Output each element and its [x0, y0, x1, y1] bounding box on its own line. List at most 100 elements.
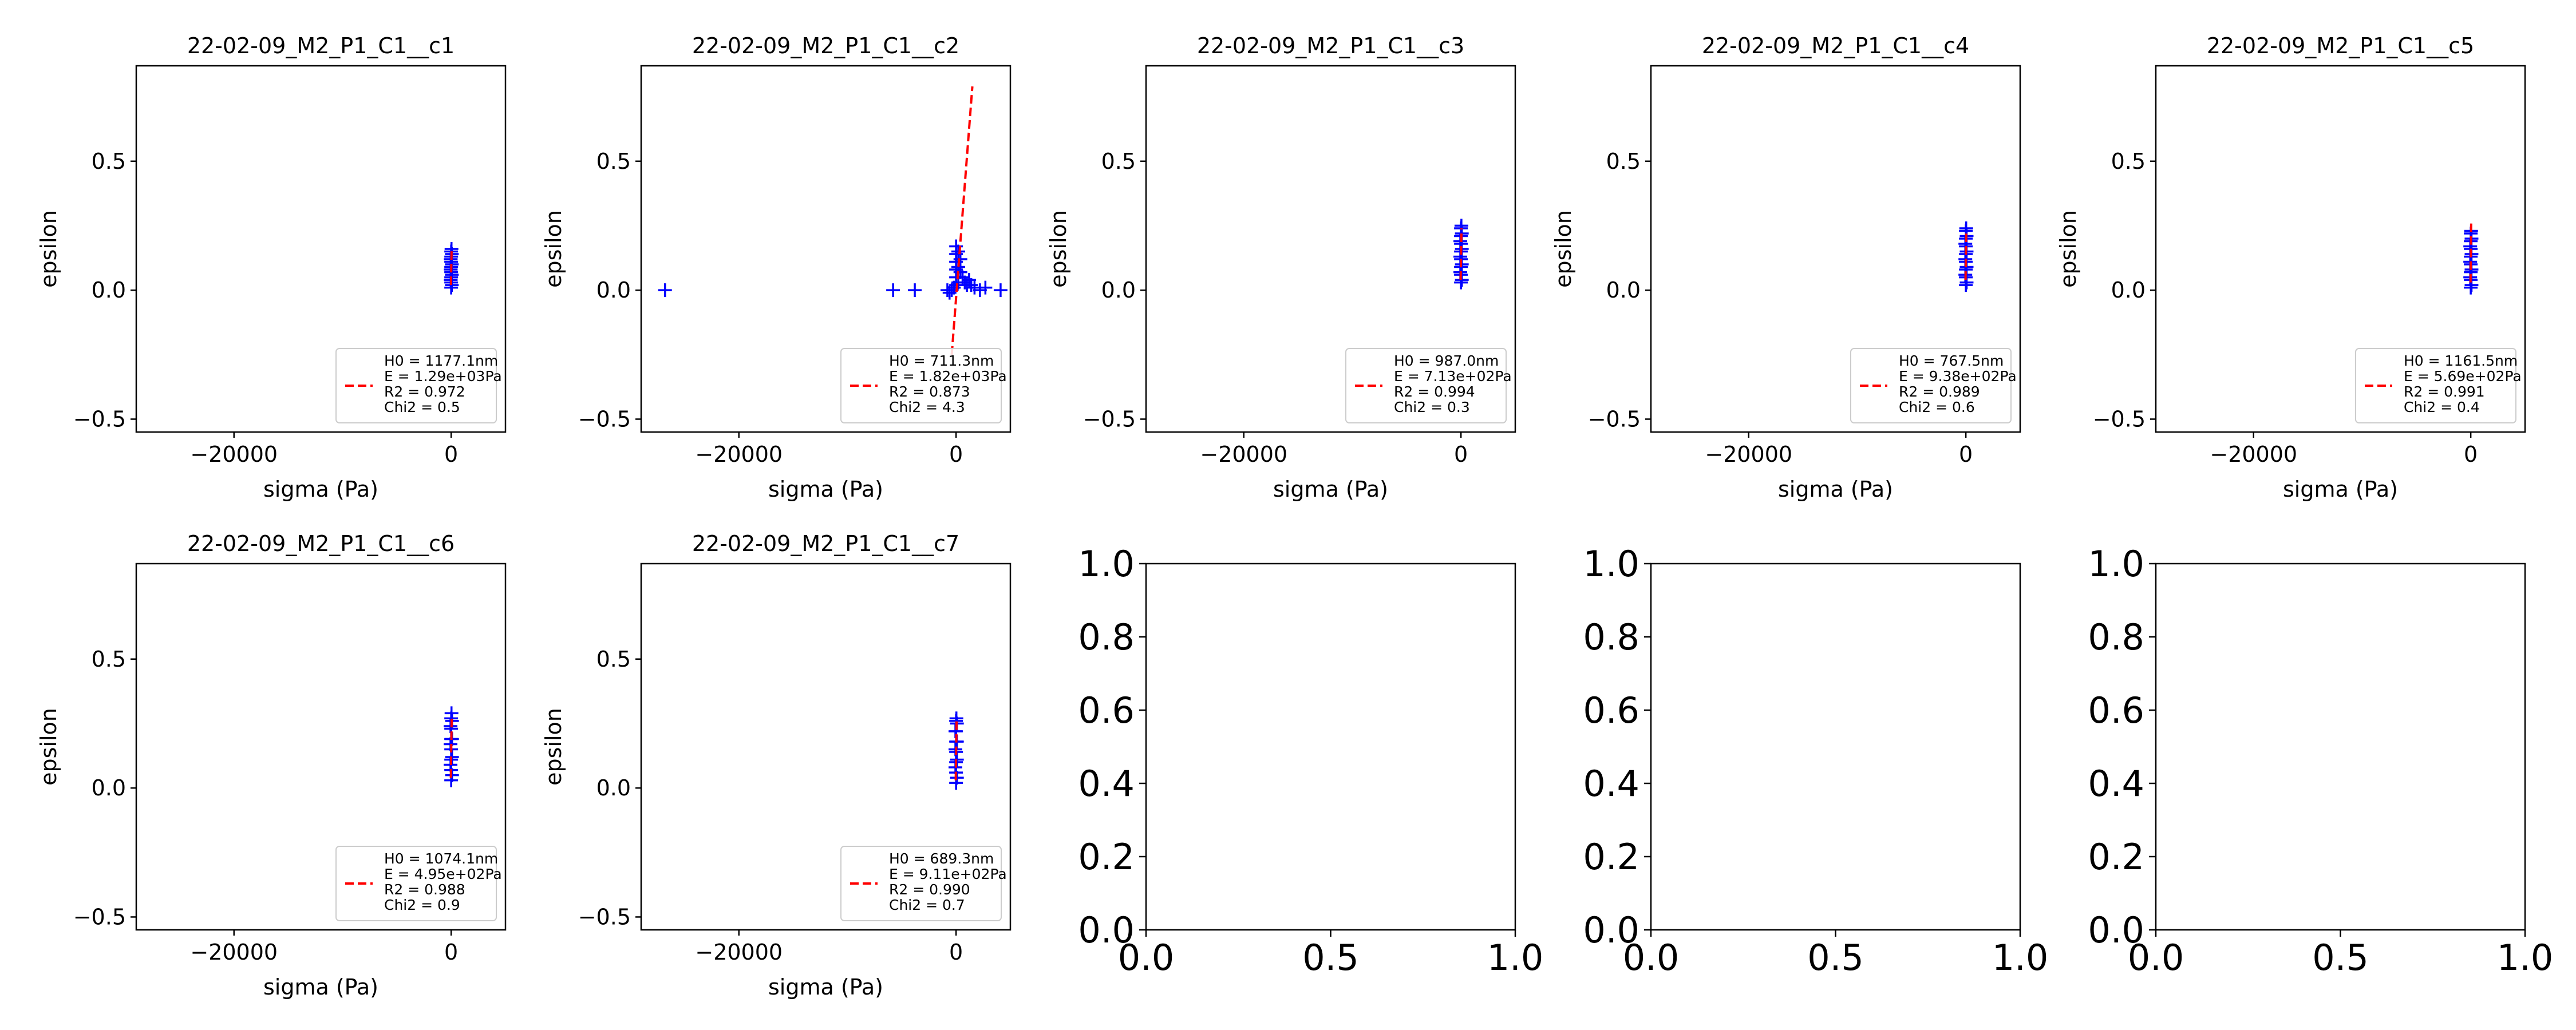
y-tick-label: 0.8	[1078, 616, 1135, 658]
x-tick-label: −20000	[695, 442, 783, 467]
subplot-3: 22-02-09_M2_P1_C1__c3 −20000 0 −0.5 0.0 0.5 si…	[1046, 33, 1516, 502]
y-tick-label: 1.0	[2088, 543, 2144, 585]
y-axis-label: epsilon	[36, 210, 61, 288]
y-tick-label: 0.0	[92, 775, 126, 801]
data-point	[886, 283, 900, 298]
y-tick-label: 0.2	[1583, 836, 1639, 878]
legend-text: H0 = 1074.1nm	[384, 850, 498, 867]
plot-area	[444, 242, 459, 295]
subplot-title: 22-02-09_M2_P1_C1__c7	[692, 531, 959, 556]
fit-line	[449, 715, 453, 778]
y-tick-label: 0.5	[2111, 149, 2146, 174]
x-tick-label: −20000	[1200, 442, 1287, 467]
axes-frame	[1650, 65, 2021, 433]
axes-frame	[640, 562, 1012, 931]
legend-text: R2 = 0.994	[1394, 383, 1475, 400]
y-tick-label: 1.0	[1078, 543, 1135, 585]
y-tick-label: 0.5	[92, 149, 126, 174]
y-axis-label: epsilon	[541, 708, 566, 786]
legend-text: E = 1.82e+03Pa	[889, 368, 1007, 385]
y-tick-label: 0.0	[92, 278, 126, 303]
x-axis-label: sigma (Pa)	[1778, 477, 1893, 502]
fit-line	[954, 718, 958, 781]
x-tick-label: 0	[2464, 442, 2478, 467]
data-point	[658, 283, 672, 298]
y-tick-label: 1.0	[1583, 543, 1639, 585]
x-tick-label: 1.0	[2497, 937, 2554, 978]
plot-area	[1958, 221, 1974, 292]
y-tick-label: 0.0	[596, 278, 631, 303]
y-tick-label: 0.6	[1078, 690, 1135, 731]
legend-text: Chi2 = 4.3	[889, 399, 965, 415]
axes-frame	[135, 562, 507, 931]
x-tick-label: −20000	[190, 940, 278, 965]
y-tick-label: 0.5	[596, 647, 631, 672]
legend-box	[840, 348, 1002, 423]
subplot-5: 22-02-09_M2_P1_C1__c5 −20000 0 −0.5 0.0 0.5 si…	[2056, 33, 2526, 502]
data-point	[964, 278, 978, 292]
legend-text: H0 = 767.5nm	[1899, 352, 2004, 369]
subplot-2: 22-02-09_M2_P1_C1__c2 −20000 0 −0.5 0.0 0.5 si…	[541, 33, 1012, 502]
plot-area	[1453, 219, 1469, 290]
x-tick-label: 1.0	[1487, 937, 1544, 978]
y-tick-label: 0.0	[2111, 278, 2146, 303]
legend-text: R2 = 0.988	[384, 881, 465, 898]
x-axis-label: sigma (Pa)	[263, 477, 378, 502]
subplot-title: 22-02-09_M2_P1_C1__c5	[2207, 33, 2474, 58]
y-tick-label: 0.2	[2088, 836, 2144, 878]
subplot-title: 22-02-09_M2_P1_C1__c6	[187, 531, 455, 556]
legend-text: E = 5.69e+02Pa	[2404, 368, 2522, 385]
x-tick-label: 0	[949, 442, 963, 467]
legend-text: R2 = 0.989	[1899, 383, 1980, 400]
legend-text: R2 = 0.991	[2404, 383, 2485, 400]
data-point	[953, 252, 967, 267]
legend-text: Chi2 = 0.9	[384, 897, 460, 913]
fit-line	[449, 248, 453, 286]
legend-text: R2 = 0.873	[889, 383, 970, 400]
y-tick-label: 0.5	[1606, 149, 1641, 174]
y-tick-label: −0.5	[1588, 406, 1641, 431]
axes-frame	[2155, 562, 2526, 931]
y-tick-label: 0.4	[1583, 763, 1639, 805]
x-axis-label: sigma (Pa)	[768, 974, 883, 1000]
y-tick-label: −0.5	[578, 406, 631, 431]
x-tick-label: 0.5	[1302, 937, 1359, 978]
data-point	[993, 283, 1008, 298]
data-point	[978, 280, 993, 295]
y-axis-label: epsilon	[1551, 210, 1576, 288]
y-tick-label: 0.0	[2088, 909, 2144, 951]
axes-frame	[2155, 65, 2526, 433]
legend-text: E = 1.29e+03Pa	[384, 368, 502, 385]
legend-text: Chi2 = 0.5	[384, 399, 460, 415]
y-axis-label: epsilon	[2056, 210, 2081, 288]
fit-line	[950, 86, 974, 355]
legend-text: E = 9.11e+02Pa	[889, 866, 1007, 882]
subplot-4: 22-02-09_M2_P1_C1__c4 −20000 0 −0.5 0.0 0.5 si…	[1551, 33, 2021, 502]
y-tick-label: 0.0	[1583, 909, 1639, 951]
y-tick-label: 0.0	[596, 775, 631, 801]
legend-text: E = 4.95e+02Pa	[384, 866, 502, 882]
x-tick-label: 0	[444, 940, 458, 965]
legend-text: Chi2 = 0.7	[889, 897, 965, 913]
subplot-7: 22-02-09_M2_P1_C1__c7 −20000 0 −0.5 0.0 0.5 si…	[541, 531, 1012, 1000]
subplot-title: 22-02-09_M2_P1_C1__c4	[1702, 33, 1969, 58]
y-tick-label: 0.5	[1101, 149, 1136, 174]
x-axis-label: sigma (Pa)	[1273, 477, 1388, 502]
legend-text: H0 = 1177.1nm	[384, 352, 498, 369]
legend-box	[335, 348, 497, 423]
subplot-6: 22-02-09_M2_P1_C1__c6 −20000 0 −0.5 0.0 0.5 si…	[36, 531, 507, 1000]
data-point	[951, 244, 965, 259]
x-tick-label: 0.0	[1623, 937, 1680, 978]
legend-box	[840, 846, 1002, 921]
subplot-title: 22-02-09_M2_P1_C1__c3	[1197, 33, 1464, 58]
plot-area	[658, 86, 1008, 355]
legend-text: Chi2 = 0.3	[1394, 399, 1470, 415]
x-tick-label: 1.0	[1992, 937, 2049, 978]
subplot-title: 22-02-09_M2_P1_C1__c1	[187, 33, 455, 58]
x-tick-label: 0	[949, 940, 963, 965]
y-tick-label: 0.4	[1078, 763, 1135, 805]
